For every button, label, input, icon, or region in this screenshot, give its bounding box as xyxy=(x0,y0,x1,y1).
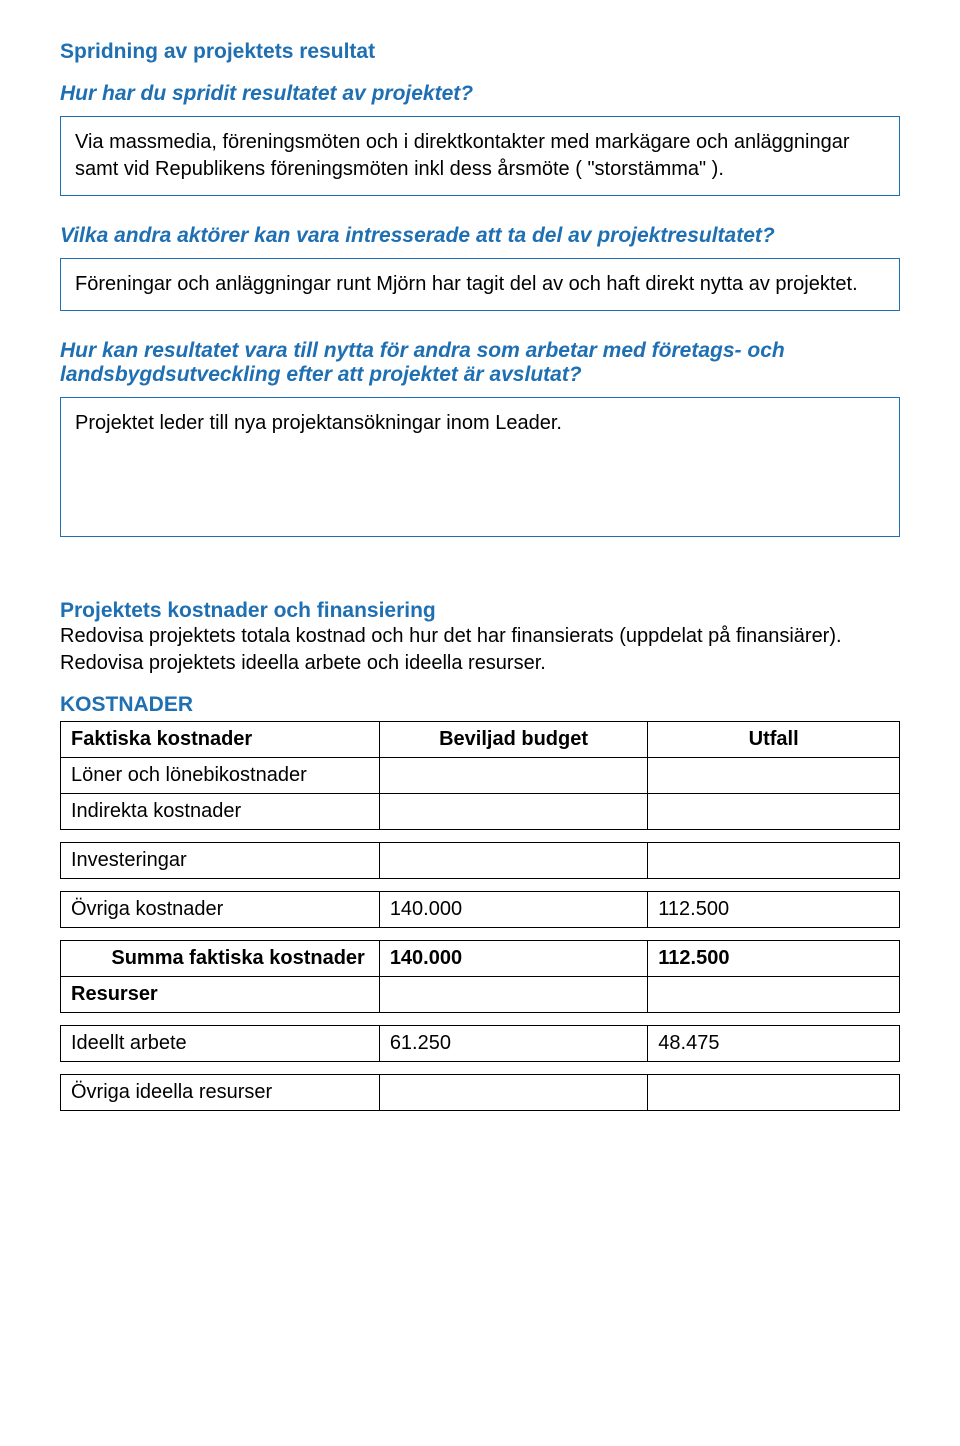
table-row: Övriga ideella resurser xyxy=(61,1075,900,1111)
th-utfall: Utfall xyxy=(648,722,900,758)
cell-budget xyxy=(379,758,647,794)
cell-utfall xyxy=(648,977,900,1013)
cell-label: Indirekta kostnader xyxy=(61,794,380,830)
costs-table-1: Faktiska kostnader Beviljad budget Utfal… xyxy=(60,721,900,830)
question-1: Hur har du spridit resultatet av projekt… xyxy=(60,82,900,106)
table-header-row: Faktiska kostnader Beviljad budget Utfal… xyxy=(61,722,900,758)
cell-budget xyxy=(379,843,647,879)
answer-box-3: Projektet leder till nya projektansöknin… xyxy=(60,397,900,537)
answer-box-2: Föreningar och anläggningar runt Mjörn h… xyxy=(60,258,900,311)
section-title: Spridning av projektets resultat xyxy=(60,40,900,64)
costs-table-6: Övriga ideella resurser xyxy=(60,1074,900,1111)
cell-summa-budget: 140.000 xyxy=(379,941,647,977)
cell-label: Övriga kostnader xyxy=(61,892,380,928)
cell-utfall xyxy=(648,1075,900,1111)
cell-utfall xyxy=(648,758,900,794)
answer-box-1: Via massmedia, föreningsmöten och i dire… xyxy=(60,116,900,196)
table-row: Resurser xyxy=(61,977,900,1013)
cell-budget xyxy=(379,1075,647,1111)
costs-table-4: Summa faktiska kostnader 140.000 112.500… xyxy=(60,940,900,1013)
cell-utfall: 48.475 xyxy=(648,1026,900,1062)
cell-label: Investeringar xyxy=(61,843,380,879)
financing-heading: Projektets kostnader och finansiering xyxy=(60,599,436,622)
kostnader-label: KOSTNADER xyxy=(60,693,900,717)
cell-utfall: 112.500 xyxy=(648,892,900,928)
table-row: Löner och lönebikostnader xyxy=(61,758,900,794)
question-3: Hur kan resultatet vara till nytta för a… xyxy=(60,339,900,387)
th-faktiska: Faktiska kostnader xyxy=(61,722,380,758)
financing-body: Redovisa projektets totala kostnad och h… xyxy=(60,623,900,677)
cell-budget: 61.250 xyxy=(379,1026,647,1062)
table-row: Investeringar xyxy=(61,843,900,879)
cell-utfall xyxy=(648,794,900,830)
costs-table-2: Investeringar xyxy=(60,842,900,879)
costs-table-5: Ideellt arbete 61.250 48.475 xyxy=(60,1025,900,1062)
cell-label: Löner och lönebikostnader xyxy=(61,758,380,794)
table-row: Ideellt arbete 61.250 48.475 xyxy=(61,1026,900,1062)
table-row: Övriga kostnader 140.000 112.500 xyxy=(61,892,900,928)
cell-budget: 140.000 xyxy=(379,892,647,928)
cell-utfall xyxy=(648,843,900,879)
question-2: Vilka andra aktörer kan vara intresserad… xyxy=(60,224,900,248)
cell-budget xyxy=(379,794,647,830)
table-row: Indirekta kostnader xyxy=(61,794,900,830)
cell-summa-label: Summa faktiska kostnader xyxy=(61,941,380,977)
cell-label: Övriga ideella resurser xyxy=(61,1075,380,1111)
cell-resurser-label: Resurser xyxy=(61,977,380,1013)
cell-budget xyxy=(379,977,647,1013)
cell-summa-utfall: 112.500 xyxy=(648,941,900,977)
costs-table-3: Övriga kostnader 140.000 112.500 xyxy=(60,891,900,928)
cell-label: Ideellt arbete xyxy=(61,1026,380,1062)
table-row: Summa faktiska kostnader 140.000 112.500 xyxy=(61,941,900,977)
th-budget: Beviljad budget xyxy=(379,722,647,758)
